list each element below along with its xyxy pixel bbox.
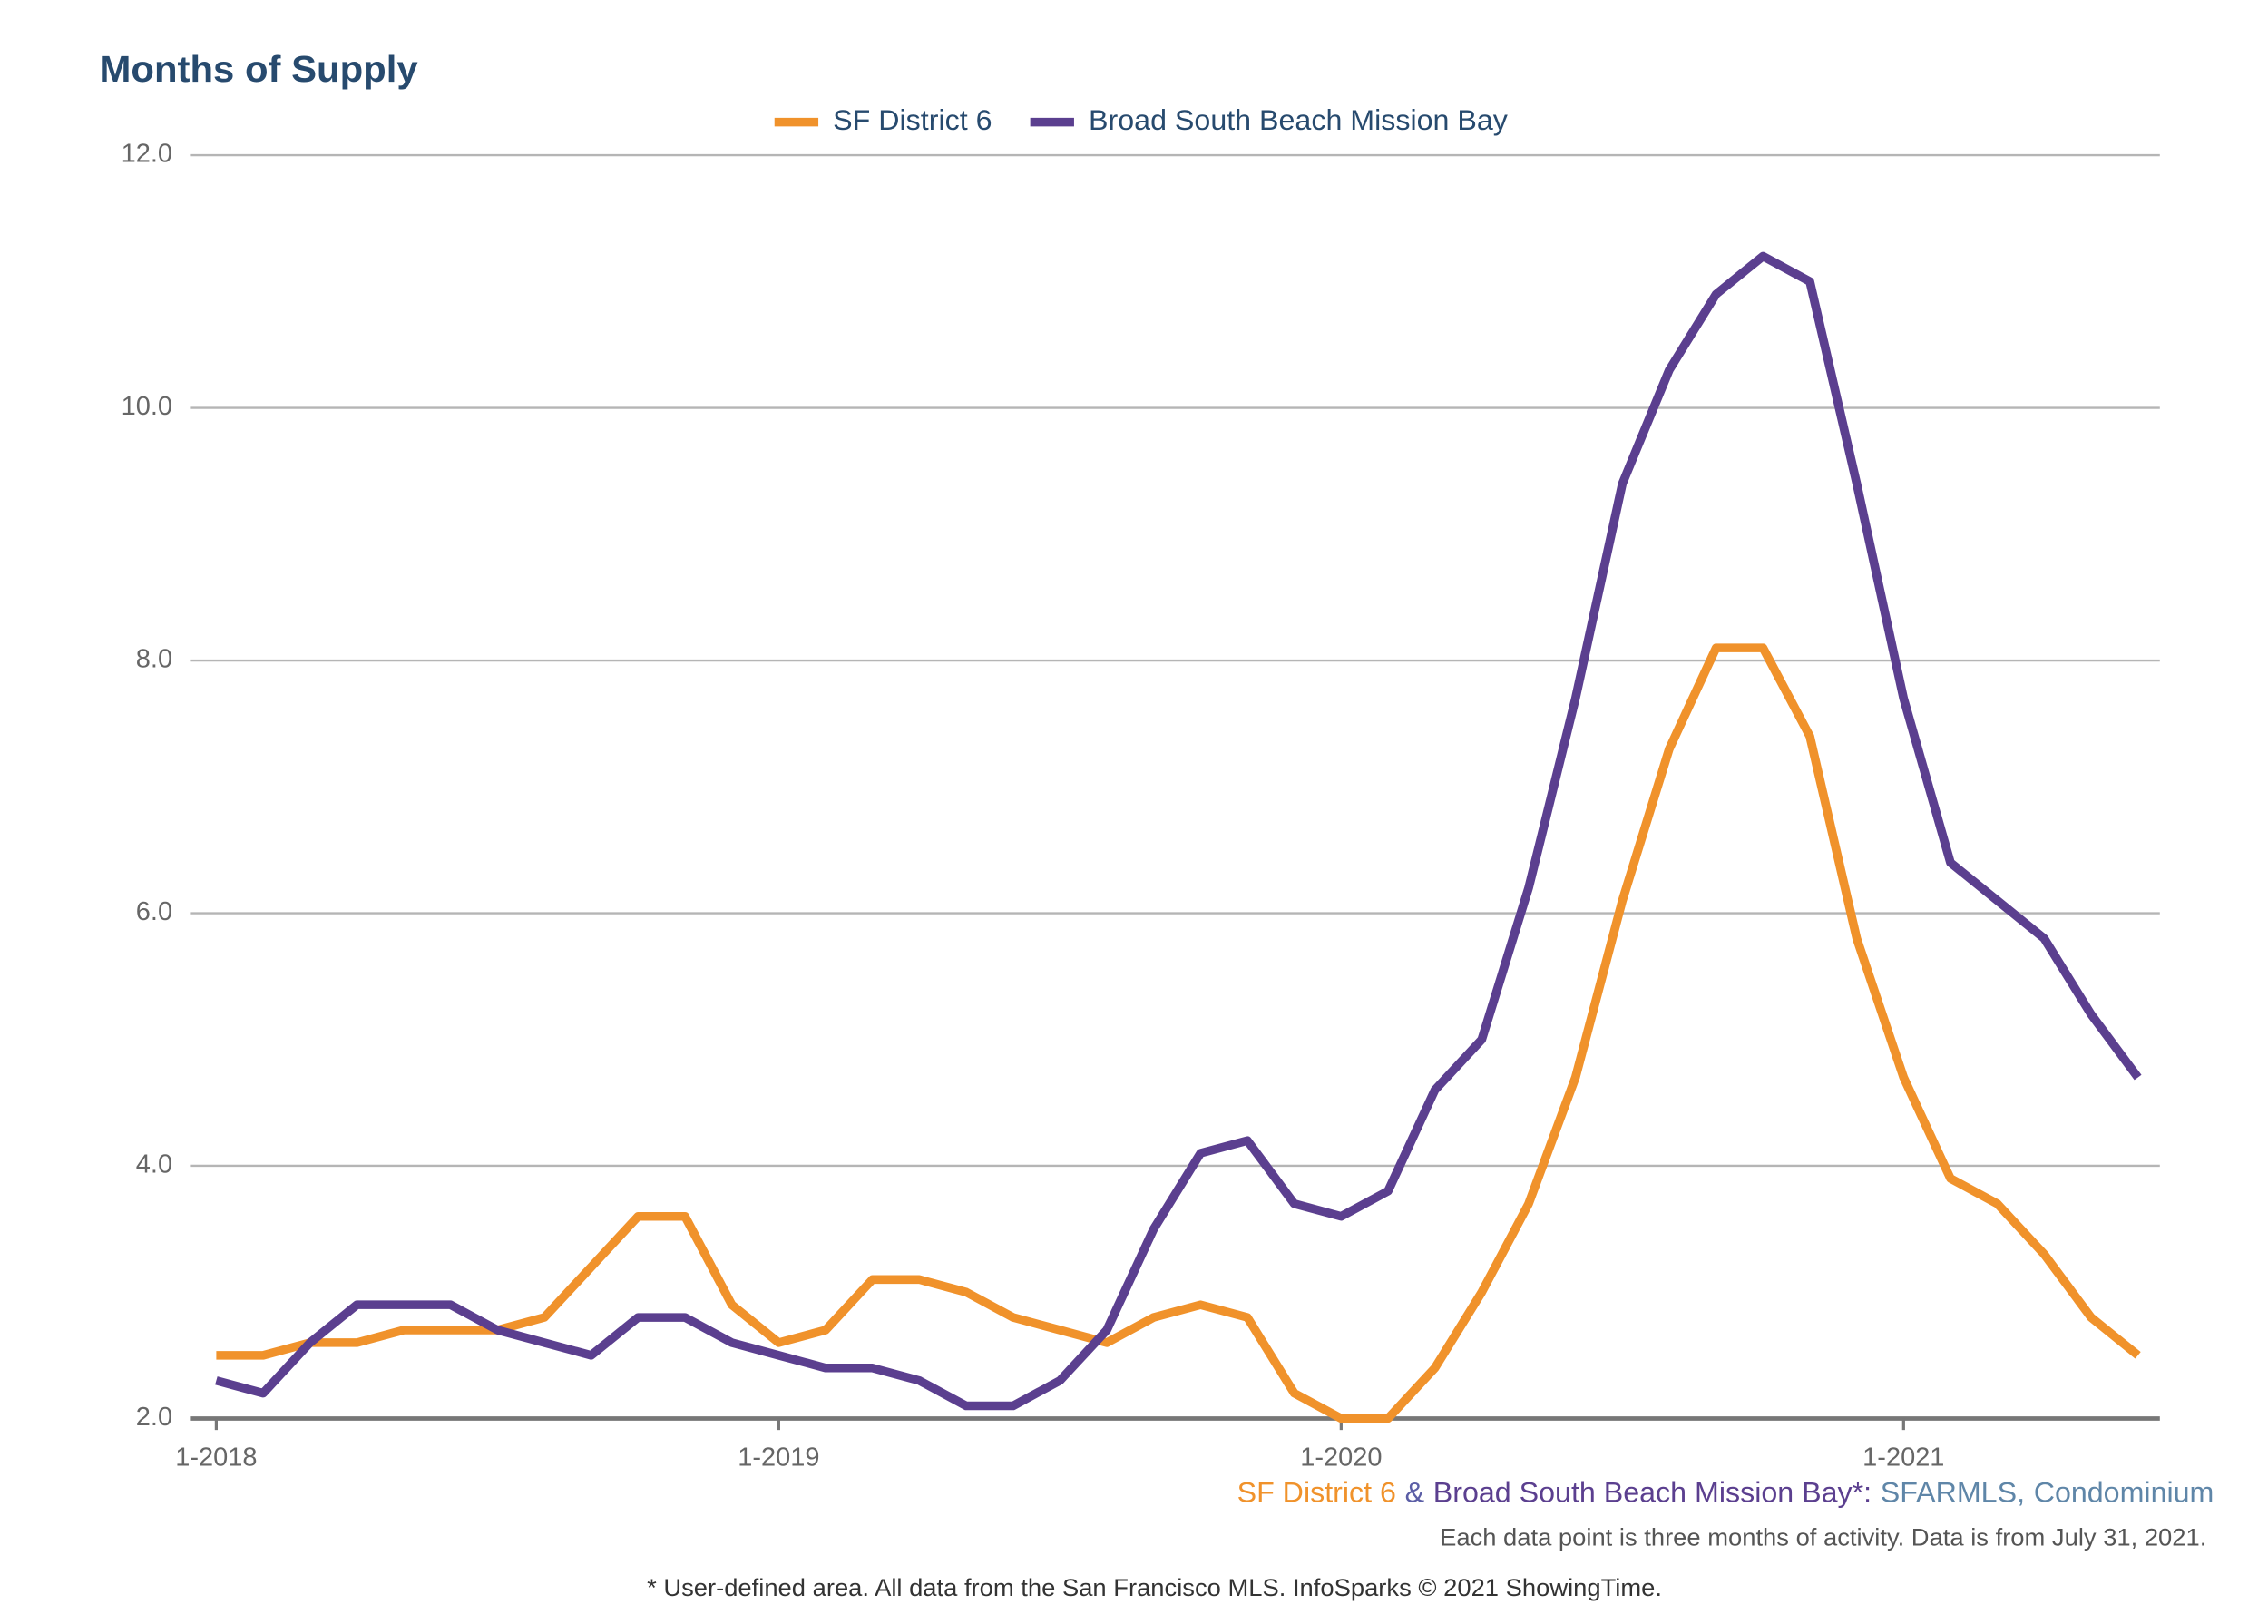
plot [215, 251, 2142, 1423]
x-tick-label: 1-2021 [1862, 1443, 1944, 1472]
legend-label: Broad South Beach Mission Bay [1089, 103, 1508, 136]
source-part: Condominium [2034, 1476, 2214, 1509]
y-tick-label: 4.0 [136, 1150, 172, 1179]
source-part: & [1405, 1476, 1424, 1509]
x-tick-label: 1-2020 [1300, 1443, 1382, 1472]
source-part: SFARMLS, [1881, 1476, 2025, 1509]
chart-title: Months of Supply [100, 47, 418, 90]
source-line: SF District 6 & Broad South Beach Mission … [1237, 1476, 2214, 1509]
legend: SF District 6 Broad South Beach Mission B… [774, 103, 1508, 136]
x-tick-label: 1-2019 [738, 1443, 819, 1472]
y-tick-label: 10.0 [122, 392, 172, 421]
series-line [215, 251, 2142, 1411]
note: Each data point is three months of activ… [1440, 1523, 2206, 1551]
disclaimer: * User-defined area. All data from the S… [647, 1573, 1662, 1601]
legend-label: SF District 6 [833, 103, 992, 136]
y-tick-label: 6.0 [136, 897, 172, 926]
y-tick-label: 8.0 [136, 645, 172, 674]
y-tick-label: 12.0 [122, 140, 172, 169]
series-line [216, 643, 2141, 1423]
grid: 2.0 4.0 6.0 8.0 10.0 12.0 1-2018 1-2019 1-2020 1-… [122, 140, 2160, 1472]
x-tick-label: 1-2018 [175, 1443, 257, 1472]
source-part: Broad South Beach Mission Bay*: [1433, 1476, 1872, 1509]
y-tick-label: 2.0 [136, 1403, 172, 1432]
source-part: SF District 6 [1237, 1476, 1396, 1509]
